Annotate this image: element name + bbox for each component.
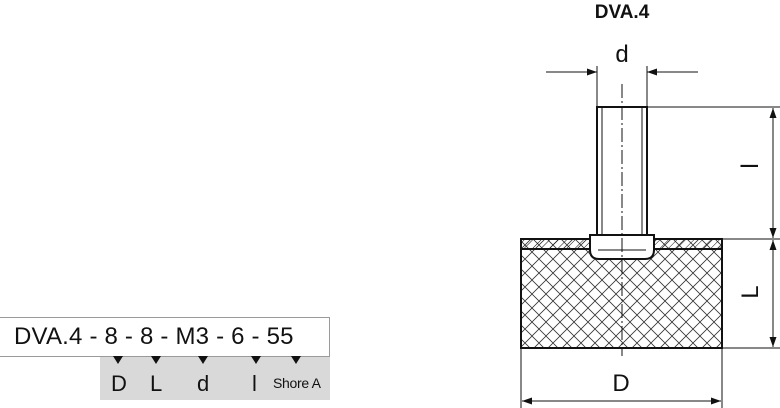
dim-label-D: D: [612, 370, 629, 397]
pointer-triangle-icon: [198, 356, 208, 364]
drawing-title: DVA.4: [594, 2, 650, 23]
pointer-triangle-icon: [291, 356, 301, 364]
legend-l: l: [252, 371, 257, 396]
pointer-triangle-icon: [151, 356, 161, 364]
order-code-text: DVA.4 - 8 - 8 - M3 - 6 - 55: [14, 323, 294, 350]
dim-label-l: l: [737, 163, 764, 168]
legend-L: L: [150, 371, 163, 396]
legend-D: D: [111, 371, 127, 396]
legend-d: d: [197, 371, 210, 396]
dim-label-d: d: [615, 41, 628, 68]
order-code-box: [0, 317, 330, 357]
legend-shore-a: Shore A: [273, 375, 321, 391]
pointer-triangle-icon: [113, 356, 123, 364]
pointer-triangle-icon: [251, 356, 261, 364]
threaded-stud: [596, 106, 648, 236]
dim-label-L: L: [737, 285, 764, 298]
order-code-legend: [100, 357, 330, 400]
